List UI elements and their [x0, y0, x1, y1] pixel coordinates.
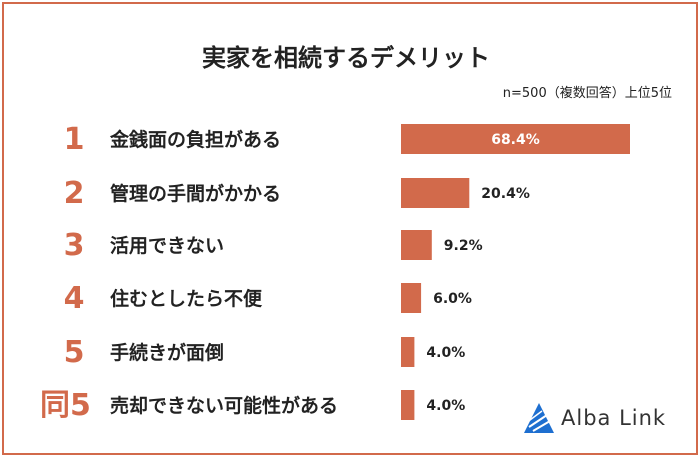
- bar: [401, 178, 470, 208]
- chart-title: 実家を相続するデメリット: [202, 44, 490, 72]
- logo-text: Alba Link: [561, 406, 667, 430]
- value-label: 6.0%: [433, 291, 472, 307]
- value-label: 20.4%: [481, 186, 530, 202]
- value-label: 9.2%: [444, 238, 483, 254]
- category-label: 手続きが面倒: [110, 341, 224, 364]
- bar: [401, 124, 630, 154]
- bar: [401, 230, 432, 260]
- bar: [401, 390, 415, 420]
- rank-number: 2: [64, 176, 85, 211]
- alba-link-logo-icon: [524, 403, 554, 433]
- rank-number: 同5: [40, 388, 91, 423]
- bar: [401, 337, 415, 367]
- category-label: 売却できない可能性がある: [110, 394, 338, 417]
- sample-note: n=500（複数回答）上位5位: [502, 86, 672, 101]
- rank-number: 4: [64, 281, 85, 316]
- value-label: 4.0%: [426, 398, 465, 414]
- bar: [401, 283, 422, 313]
- alba-link-logo: Alba Link: [523, 400, 666, 436]
- category-label: 住むとしたら不便: [110, 287, 263, 310]
- rank-number: 3: [64, 228, 85, 263]
- category-label: 管理の手間がかかる: [110, 182, 281, 205]
- category-label: 金銭面の負担がある: [109, 128, 281, 151]
- rank-number: 1: [64, 122, 85, 157]
- value-label: 68.4%: [491, 132, 540, 148]
- rank-number: 5: [64, 335, 85, 370]
- category-label: 活用できない: [110, 234, 224, 257]
- value-label: 4.0%: [426, 345, 465, 361]
